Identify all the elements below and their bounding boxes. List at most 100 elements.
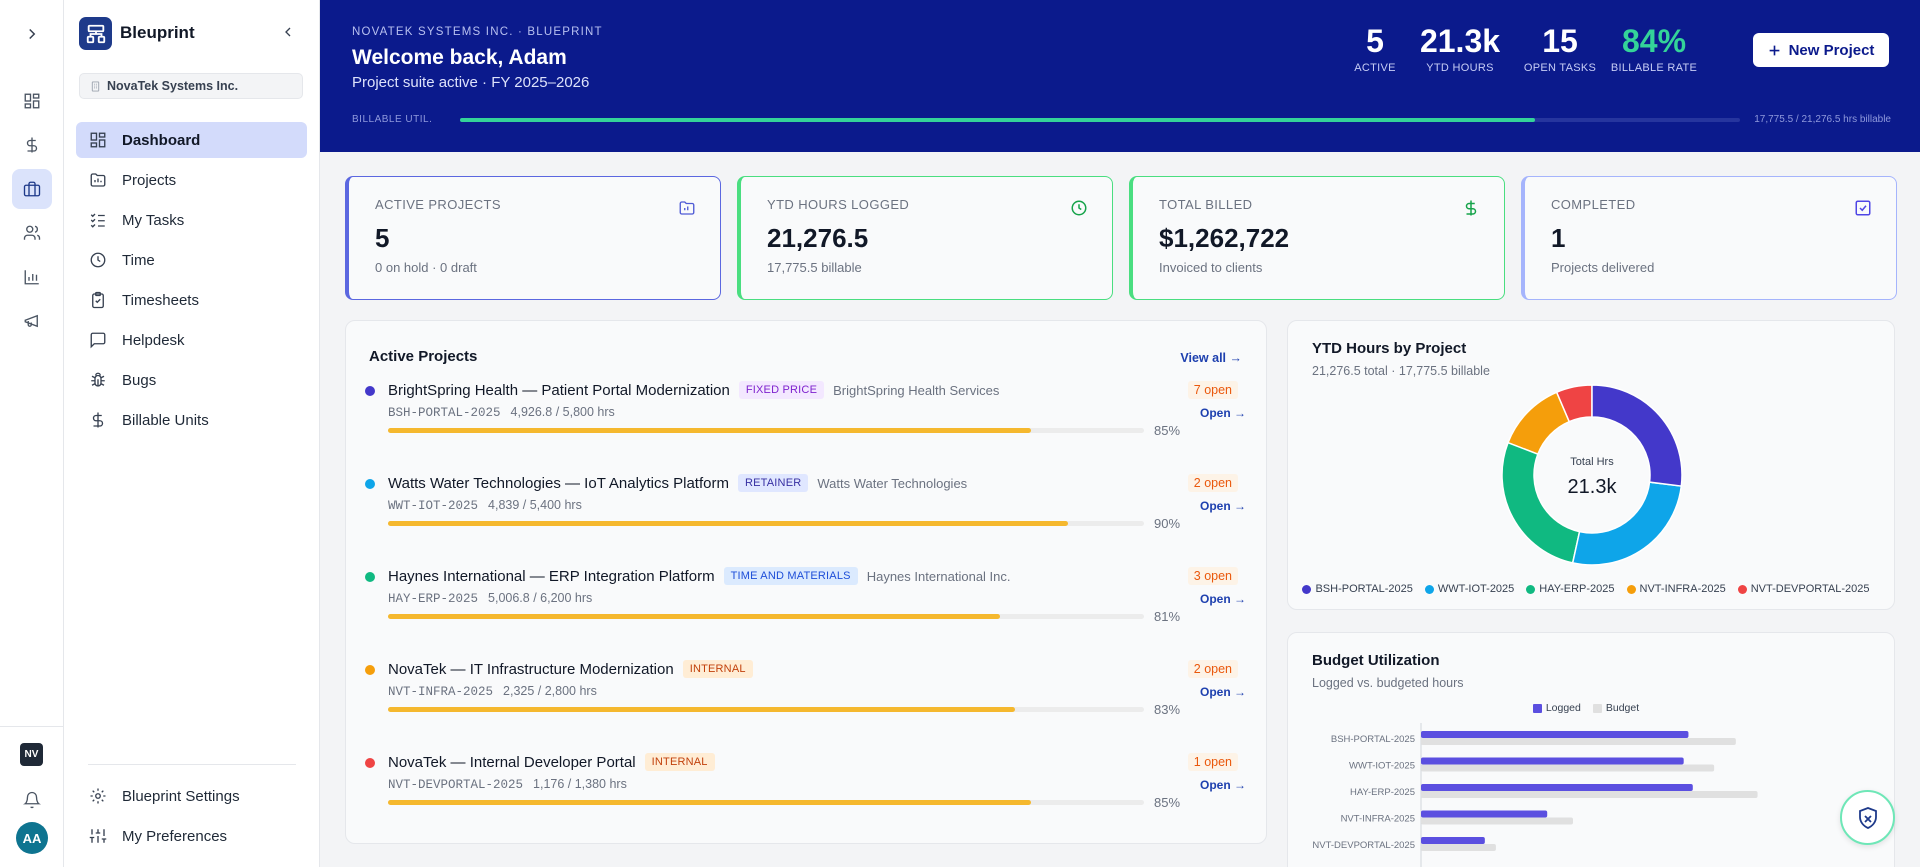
sidebar-item-projects[interactable]: Projects [76, 162, 307, 198]
page-title: Welcome back, Adam [352, 46, 567, 69]
ytd-hours-panel: YTD Hours by Project 21,276.5 total · 17… [1287, 320, 1895, 610]
project-row[interactable]: NovaTek — IT Infrastructure Modernizatio… [346, 660, 1266, 740]
sidebar-item-helpdesk[interactable]: Helpdesk [76, 322, 307, 358]
sidebar-item-dashboard[interactable]: Dashboard [76, 122, 307, 158]
collapse-sidebar-icon[interactable] [280, 24, 296, 40]
sidebar-item-my-tasks[interactable]: My Tasks [76, 202, 307, 238]
project-row[interactable]: Haynes International — ERP Integration P… [346, 567, 1266, 647]
open-project-link[interactable]: Open → [1199, 685, 1246, 699]
new-project-button[interactable]: New Project [1753, 33, 1889, 67]
legend-label: Budget [1605, 702, 1640, 714]
sidebar-item-timesheets[interactable]: Timesheets [76, 282, 307, 318]
card-value: 21,276.5 [767, 223, 869, 253]
project-name[interactable]: Watts Water Technologies — IoT Analytics… [388, 474, 729, 492]
legend-swatch [1526, 584, 1536, 594]
header-subtitle: Project suite active · FY 2025–2026 [352, 74, 590, 91]
dashboard-icon[interactable] [12, 81, 52, 121]
open-project-link[interactable]: Open → [1199, 778, 1246, 792]
sidebar-item-billable-units[interactable]: Billable Units [76, 402, 307, 438]
stat-billable-rate: 84% BILLABLE RATE [1604, 24, 1704, 74]
tick-label: NVT-DEVPORTAL-2025 [1312, 840, 1415, 851]
sidebar-item-label: Timesheets [122, 291, 199, 309]
sidebar-item-my-preferences[interactable]: My Preferences [76, 818, 307, 854]
org-selector[interactable]: NovaTek Systems Inc. [79, 73, 303, 99]
plus-icon [1768, 44, 1781, 57]
stat-value: 15 [1542, 23, 1578, 59]
donut-slice[interactable] [1501, 441, 1581, 564]
sidebar-item-time[interactable]: Time [76, 242, 307, 278]
util-text: 17,775.5 / 21,276.5 hrs billable [1754, 114, 1891, 125]
users-icon[interactable] [12, 213, 52, 253]
legend-label: NVT-DEVPORTAL-2025 [1750, 583, 1870, 595]
chevron-right-icon[interactable] [12, 14, 52, 54]
budget-bar [1421, 844, 1496, 851]
progress-fill [388, 707, 1016, 712]
view-all-link[interactable]: View all → [1180, 351, 1242, 365]
sidebar-item-bugs[interactable]: Bugs [76, 362, 307, 398]
clock-icon [88, 250, 108, 270]
bell-icon[interactable] [12, 780, 52, 820]
donut-slice[interactable] [1571, 481, 1683, 566]
stat-active: 5 ACTIVE [1340, 24, 1410, 74]
progress-percent: 85% [1154, 795, 1181, 810]
project-meta: BSH-PORTAL-2025 4,926.8 / 5,800 hrs [388, 405, 615, 420]
panel-subtitle: 21,276.5 total · 17,775.5 billable [1312, 364, 1490, 378]
budget-bar [1421, 791, 1758, 798]
open-project-link[interactable]: Open → [1199, 499, 1246, 513]
shield-bug-button[interactable] [1840, 790, 1895, 845]
progress-fill [388, 428, 1031, 433]
open-project-link[interactable]: Open → [1199, 592, 1246, 606]
stat-open-tasks: 15 OPEN TASKS [1518, 24, 1602, 74]
tick-label: HAY-ERP-2025 [1350, 787, 1415, 798]
card-active-projects[interactable]: ACTIVE PROJECTS 5 0 on hold · 0 draft [345, 176, 721, 300]
logged-bar [1421, 784, 1693, 791]
progress-percent: 85% [1154, 423, 1181, 438]
legend-label: HAY-ERP-2025 [1539, 583, 1615, 595]
org-avatar[interactable]: NV [20, 743, 43, 766]
stat-label: BILLABLE RATE [1610, 62, 1698, 74]
project-meta: HAY-ERP-2025 5,006.8 / 6,200 hrs [388, 591, 592, 606]
card-sub: 17,775.5 billable [767, 260, 862, 275]
card-completed[interactable]: COMPLETED 1 Projects delivered [1521, 176, 1897, 300]
project-code: HAY-ERP-2025 [388, 592, 479, 606]
project-title-line: NovaTek — Internal Developer Portal INTE… [388, 753, 715, 771]
panel-title: Budget Utilization [1312, 652, 1440, 669]
util-bar-fill [460, 118, 1536, 122]
progress-bar [388, 521, 1144, 526]
legend-swatch [1592, 703, 1602, 713]
project-name[interactable]: Haynes International — ERP Integration P… [388, 567, 715, 585]
project-type-badge: TIME AND MATERIALS [723, 567, 858, 585]
stat-label: OPEN TASKS [1523, 62, 1597, 74]
project-row[interactable]: Watts Water Technologies — IoT Analytics… [346, 474, 1266, 554]
project-name[interactable]: NovaTek — Internal Developer Portal [388, 753, 636, 771]
donut-slice[interactable] [1507, 391, 1571, 456]
card-ytd-hours[interactable]: YTD HOURS LOGGED 21,276.5 17,775.5 billa… [737, 176, 1113, 300]
project-hours: 4,926.8 / 5,800 hrs [510, 405, 615, 419]
dollar-icon [1462, 199, 1480, 217]
panel-title: YTD Hours by Project [1312, 340, 1467, 357]
card-total-billed[interactable]: TOTAL BILLED $1,262,722 Invoiced to clie… [1129, 176, 1505, 300]
project-row[interactable]: BrightSpring Health — Patient Portal Mod… [346, 381, 1266, 461]
megaphone-icon[interactable] [12, 301, 52, 341]
project-row[interactable]: NovaTek — Internal Developer Portal INTE… [346, 753, 1266, 833]
progress-fill [388, 521, 1069, 526]
project-code: BSH-PORTAL-2025 [388, 406, 501, 420]
stat-value: 21.3k [1419, 23, 1501, 59]
donut-slice[interactable] [1591, 384, 1683, 487]
legend-swatch [1424, 584, 1434, 594]
open-project-link[interactable]: Open → [1199, 406, 1246, 420]
project-name[interactable]: NovaTek — IT Infrastructure Modernizatio… [388, 660, 674, 678]
legend-item: HAY-ERP-2025 [1526, 583, 1615, 595]
stat-label: ACTIVE [1354, 62, 1396, 74]
sidebar-item-blueprint-settings[interactable]: Blueprint Settings [76, 778, 307, 814]
sidebar-item-label: Time [122, 251, 155, 269]
briefcase-icon[interactable] [12, 169, 52, 209]
card-sub: 0 on hold · 0 draft [375, 260, 477, 275]
sidebar-item-label: My Preferences [122, 827, 228, 845]
project-name[interactable]: BrightSpring Health — Patient Portal Mod… [388, 381, 730, 399]
avatar[interactable]: AA [16, 822, 48, 854]
dollar-icon[interactable] [12, 125, 52, 165]
bar-chart-icon[interactable] [12, 257, 52, 297]
budget-bar-chart: BSH-PORTAL-2025 WWT-IOT-2025 HAY-ERP-2025 N… [1312, 723, 1758, 867]
util-bar [460, 118, 1740, 122]
